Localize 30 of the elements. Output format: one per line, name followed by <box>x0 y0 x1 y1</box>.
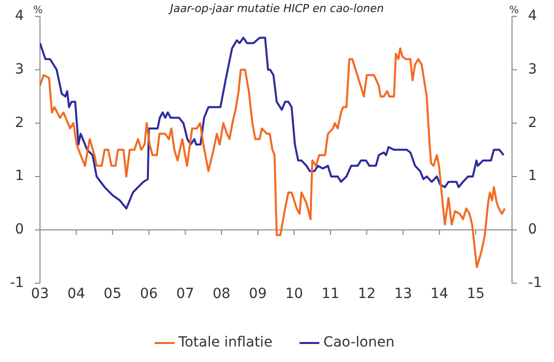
chart-title: Jaar-op-jaar mutatie HICP en cao-lonen <box>170 2 384 15</box>
y2-axis-title: % <box>509 4 519 16</box>
x-tick-label: 15 <box>466 286 485 302</box>
x-tick-label: 03 <box>31 286 49 302</box>
x-tick-label: 09 <box>248 286 267 302</box>
x-tick-label: 14 <box>430 286 448 302</box>
x-tick-label: 06 <box>140 286 158 302</box>
y-tick-label: 0 <box>15 221 24 238</box>
y-tick-label: 3 <box>15 61 24 78</box>
x-tick-label: 07 <box>176 286 194 302</box>
y2-tick-label: 1 <box>528 168 537 184</box>
x-tick-label: 04 <box>67 286 86 302</box>
y2-tick-label: 3 <box>528 61 537 78</box>
x-tick-label: 13 <box>394 286 412 302</box>
y-tick-label: 2 <box>15 114 24 131</box>
y-tick-label: 1 <box>15 168 24 184</box>
y-tick-label: -1 <box>10 274 24 291</box>
x-tick-label: 08 <box>212 286 230 302</box>
y-axis-title: % <box>33 4 43 16</box>
x-tick-label: 10 <box>285 286 304 302</box>
y2-tick-label: 4 <box>528 8 538 24</box>
y-tick-label: 4 <box>15 8 24 24</box>
y2-tick-label: 0 <box>528 221 537 238</box>
legend-label: Cao-lonen <box>323 334 394 351</box>
x-tick-label: 12 <box>358 286 376 302</box>
y2-tick-label: -1 <box>528 274 542 291</box>
x-tick-label: 05 <box>104 286 122 302</box>
y2-tick-label: 2 <box>528 114 537 131</box>
legend-label: Totale inflatie <box>178 334 272 351</box>
x-tick-label: 11 <box>322 286 340 302</box>
